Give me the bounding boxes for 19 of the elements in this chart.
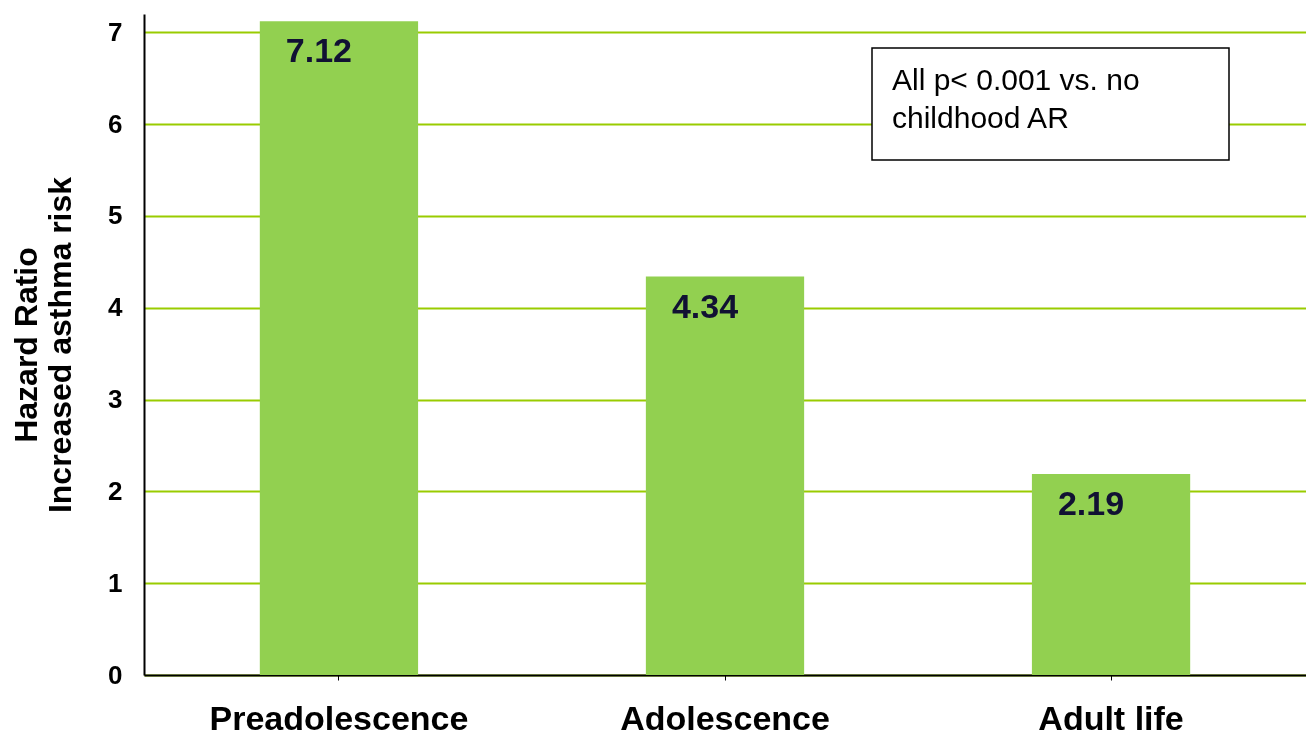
- x-tick-label: Preadolescence: [209, 698, 469, 737]
- data-label: 4.34: [671, 286, 739, 325]
- y-tick-label: 5: [108, 200, 123, 231]
- y-tick-label: 4: [108, 292, 124, 323]
- annotation: All p< 0.001 vs. no childhood AR: [892, 63, 1140, 134]
- data-label: 7.12: [285, 31, 353, 70]
- y-tick-label: 7: [108, 16, 123, 47]
- x-tick-label: Adult life: [1038, 698, 1184, 737]
- bar: [1031, 473, 1191, 675]
- x-tick-label: Adolescence: [620, 698, 830, 737]
- y-tick-label: 1: [108, 567, 123, 598]
- bar: [259, 21, 419, 675]
- y-tick-label: 0: [108, 659, 123, 690]
- y-tick-label: 2: [108, 475, 123, 506]
- y-axis-title: Hazard Ratio Increased asthma risk: [8, 176, 79, 514]
- bar: [645, 276, 805, 675]
- y-tick-label: 3: [108, 384, 123, 415]
- data-label: 2.19: [1057, 483, 1125, 522]
- y-tick-label: 6: [108, 108, 123, 139]
